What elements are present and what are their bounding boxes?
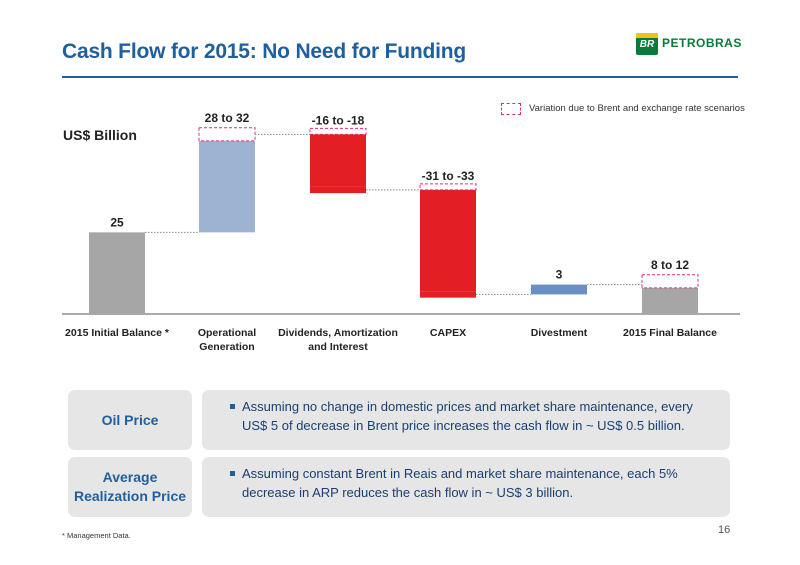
data-label-2: -16 to -18: [312, 113, 365, 127]
bar-range-fill-2: [310, 186, 366, 194]
waterfall-chart: 25 28 to 32 -16 to -18 -31 to -33 3 8 to 12 20…: [62, 111, 740, 353]
sensitivity-label-oil-price: Oil Price: [68, 390, 192, 450]
footnote: * Management Data.: [62, 531, 131, 540]
category-label-0: 2015 Initial Balance *: [65, 327, 170, 339]
range-box-5: [641, 274, 699, 289]
bullet-icon: [230, 404, 235, 409]
bar-2: [310, 134, 366, 187]
sensitivity-text-oil-price: Assuming no change in domestic prices an…: [202, 390, 730, 450]
data-label-5: 8 to 12: [651, 258, 689, 272]
category-label-1: Operational Generation: [198, 327, 256, 353]
sensitivity-text: Assuming no change in domestic prices an…: [242, 399, 693, 433]
bar-4: [531, 284, 587, 295]
logo-badge-text: BR: [639, 39, 655, 50]
range-box-3: [419, 183, 477, 191]
bar-5: [642, 287, 698, 314]
category-label-4: Divestment: [531, 327, 588, 339]
bar-range-fill-3: [420, 291, 476, 298]
title-divider: [62, 76, 738, 78]
dashed-range-swatch: [501, 103, 521, 115]
category-label-2: Dividends, Amortization and Interest: [278, 327, 398, 353]
bar-1: [199, 140, 255, 233]
category-label-5: 2015 Final Balance: [623, 327, 717, 339]
bar-0: [89, 232, 145, 314]
petrobras-logo: BR PETROBRAS: [636, 33, 742, 55]
legend-text: Variation due to Brent and exchange rate…: [529, 103, 745, 114]
data-label-3: -31 to -33: [422, 169, 475, 183]
sensitivity-text: Assuming constant Brent in Reais and mar…: [242, 466, 678, 500]
bullet-icon: [230, 471, 235, 476]
sensitivity-label-arp: Average Realization Price: [68, 457, 192, 517]
range-box-2: [309, 127, 367, 135]
unit-label: US$ Billion: [63, 127, 137, 143]
logo-wordmark: PETROBRAS: [662, 36, 742, 50]
category-label-3: CAPEX: [430, 327, 466, 339]
page-number: 16: [718, 524, 731, 536]
data-label-0: 25: [110, 215, 124, 229]
range-box-1: [198, 127, 256, 142]
data-label-1: 28 to 32: [205, 111, 250, 125]
br-badge-icon: BR: [636, 33, 658, 55]
data-label-4: 3: [556, 268, 563, 282]
page-title: Cash Flow for 2015: No Need for Funding: [62, 40, 467, 63]
sensitivity-text-arp: Assuming constant Brent in Reais and mar…: [202, 457, 730, 517]
bar-3: [420, 189, 476, 292]
